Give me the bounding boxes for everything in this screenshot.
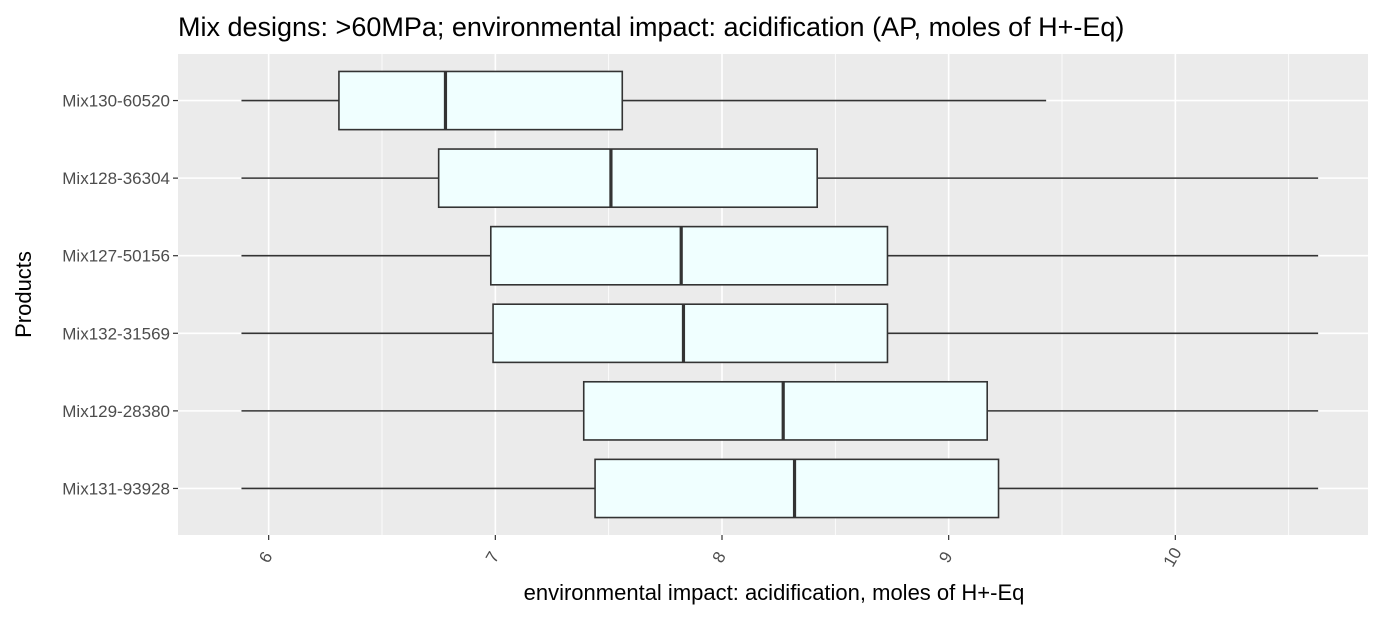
x-tick-label: 8 — [709, 548, 730, 566]
box-iqr — [338, 70, 624, 131]
x-tick-label: 10 — [1160, 544, 1186, 570]
box-iqr — [492, 303, 889, 364]
x-axis: 6 7 8 9 10 — [255, 535, 1186, 570]
y-tick-label: Mix128-36304 — [62, 169, 170, 188]
box-series — [241, 70, 1319, 519]
y-tick-label: Mix131-93928 — [62, 479, 170, 498]
box-iqr — [582, 380, 989, 441]
x-tick-label: 7 — [482, 548, 503, 566]
y-tick-label: Mix130-60520 — [62, 92, 170, 111]
y-tick-label: Mix132-31569 — [62, 324, 170, 343]
x-axis-title: environmental impact: acidification, mol… — [524, 580, 1025, 605]
box-Mix128-36304 — [241, 148, 1319, 209]
box-Mix127-50156 — [241, 225, 1319, 286]
y-tick-label: Mix129-28380 — [62, 402, 170, 421]
x-tick-label: 9 — [935, 548, 956, 566]
y-tick-label: Mix127-50156 — [62, 247, 170, 266]
box-Mix131-93928 — [241, 458, 1319, 519]
box-Mix129-28380 — [241, 380, 1319, 441]
box-Mix130-60520 — [241, 70, 1047, 131]
plot-panel — [178, 54, 1368, 535]
x-tick-label: 6 — [255, 548, 276, 566]
minor-gridlines — [381, 54, 1290, 535]
box-iqr — [437, 148, 818, 209]
y-axis-title: Products — [11, 251, 36, 338]
box-Mix132-31569 — [241, 303, 1319, 364]
box-iqr — [489, 225, 889, 286]
box-iqr — [594, 458, 1000, 519]
chart-title: Mix designs: >60MPa; environmental impac… — [178, 12, 1124, 42]
y-axis: Mix130-60520 Mix128-36304 Mix127-50156 Mix1… — [62, 92, 178, 498]
